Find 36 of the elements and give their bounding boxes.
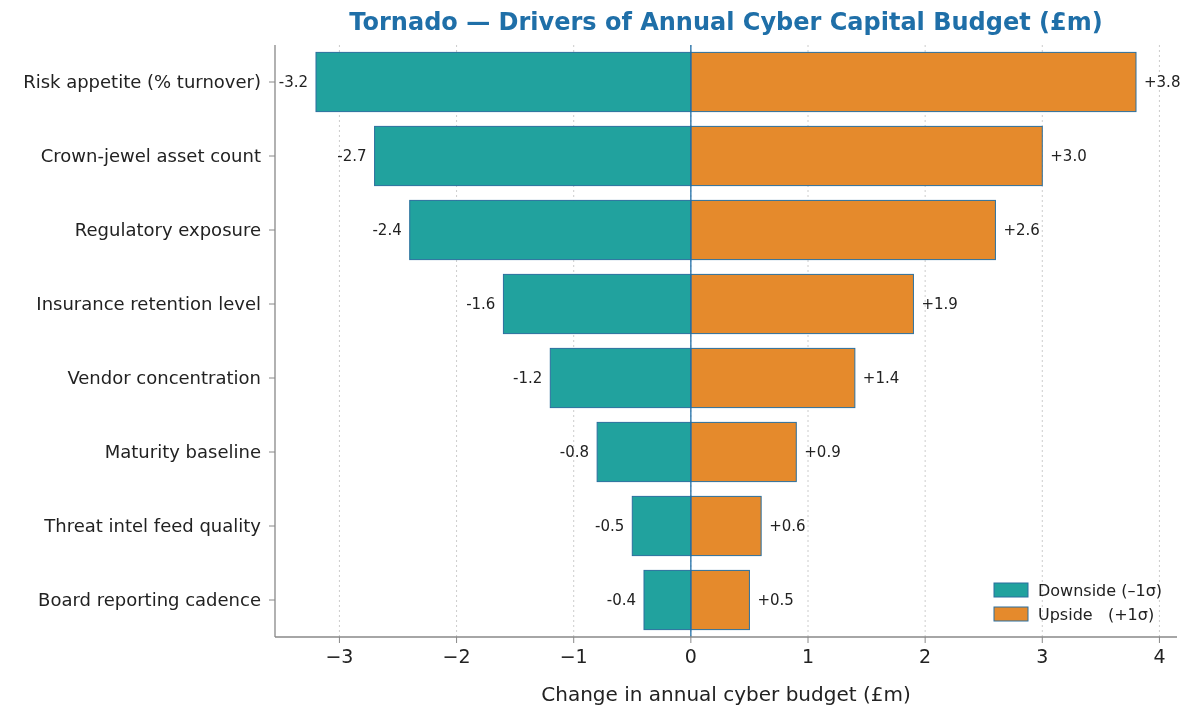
- data-label: -0.4: [606, 591, 636, 610]
- data-label: -3.2: [278, 73, 308, 92]
- y-tick-label: Regulatory exposure: [74, 219, 261, 241]
- data-label: +0.6: [769, 517, 806, 536]
- x-tick-label: 0: [684, 645, 697, 667]
- y-tick-label: Risk appetite (% turnover): [23, 71, 261, 93]
- data-label: -1.6: [466, 295, 496, 314]
- x-tick-label: 3: [1036, 645, 1049, 667]
- x-tick-label: 1: [801, 645, 815, 667]
- data-label: +0.9: [804, 443, 841, 462]
- y-tick-label: Maturity baseline: [104, 441, 261, 463]
- data-label: -2.4: [372, 221, 402, 240]
- data-label: +3.8: [1144, 73, 1181, 92]
- data-label: -0.5: [595, 517, 625, 536]
- data-label: -0.8: [559, 443, 590, 462]
- x-tick-label: 2: [919, 645, 932, 667]
- data-label: +0.5: [757, 591, 794, 610]
- x-axis-title: Change in annual cyber budget (£m): [541, 682, 911, 706]
- data-label: +2.6: [1003, 221, 1040, 240]
- x-tick-label: −3: [325, 645, 354, 667]
- data-label: -1.2: [513, 369, 543, 388]
- y-tick-label: Vendor concentration: [67, 367, 261, 389]
- y-tick-label: Threat intel feed quality: [43, 515, 262, 537]
- legend-label: Downside (–1σ): [1038, 580, 1163, 600]
- y-tick-label: Board reporting cadence: [38, 589, 261, 611]
- x-tick-label: −1: [559, 645, 588, 667]
- y-tick-label: Crown-jewel asset count: [40, 145, 261, 167]
- data-label: +3.0: [1050, 147, 1087, 166]
- data-label: +1.9: [921, 295, 958, 314]
- x-tick-label: 4: [1153, 645, 1166, 667]
- y-tick-label: Insurance retention level: [36, 293, 261, 315]
- legend-label: Upside (+1σ): [1038, 604, 1155, 624]
- data-label: -2.7: [337, 147, 367, 166]
- data-label: +1.4: [862, 369, 900, 388]
- x-tick-label: −2: [442, 645, 471, 667]
- chart-title: Tornado — Drivers of Annual Cyber Capital Budget (£m): [349, 8, 1103, 36]
